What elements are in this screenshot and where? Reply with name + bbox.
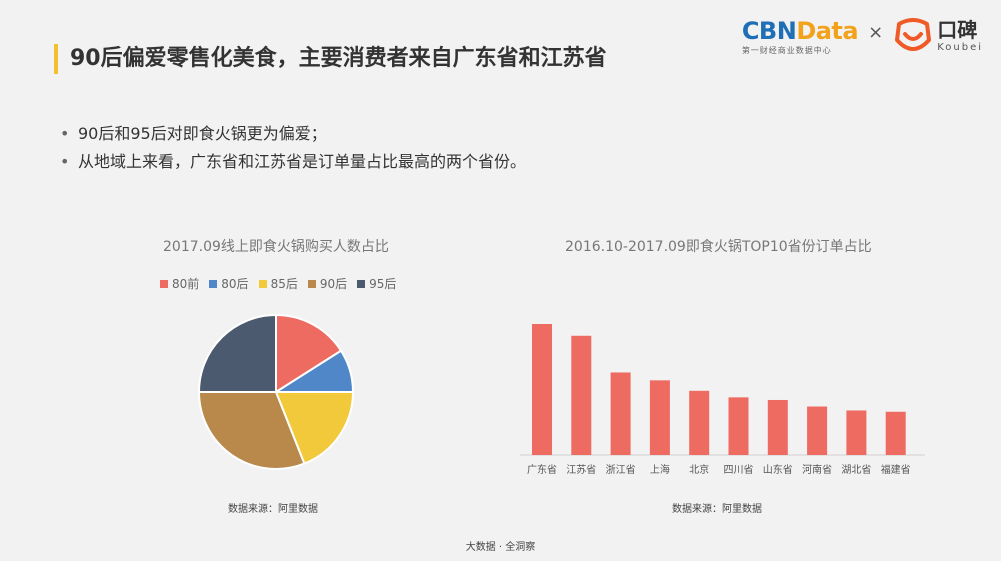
legend-item: 90后 bbox=[307, 275, 348, 292]
legend-label: 85后 bbox=[270, 277, 298, 291]
footer-text: 大数据 · 全洞察 bbox=[465, 542, 536, 553]
x-tick-label: 浙江省 bbox=[606, 463, 636, 476]
legend-swatch bbox=[357, 279, 366, 288]
cbndata-logo: CBNData 第一财经商业数据中心 bbox=[741, 17, 859, 56]
bullet-list: • 90后和95后对即食火锅更为偏爱； • 从地域上来看，广东省和江苏省是订单量占比… bbox=[60, 120, 526, 176]
legend-swatch bbox=[209, 279, 218, 288]
legend-item: 85后 bbox=[258, 275, 298, 292]
legend-swatch bbox=[258, 279, 267, 288]
pie-source: 数据来源：阿里数据 bbox=[228, 504, 318, 515]
bar-上海 bbox=[649, 380, 670, 455]
bar-四川省 bbox=[728, 397, 749, 455]
x-tick-label: 山东省 bbox=[763, 463, 793, 476]
data-logo-text: Data bbox=[796, 17, 859, 45]
bullet-text: 90后和95后对即食火锅更为偏爱； bbox=[78, 124, 327, 143]
legend-item: 80前 bbox=[160, 275, 199, 292]
bar-河南省 bbox=[807, 406, 828, 455]
legend-item: 80后 bbox=[209, 275, 249, 292]
x-tick-label: 北京 bbox=[689, 463, 709, 476]
legend-swatch bbox=[307, 279, 316, 288]
bar-浙江省 bbox=[610, 372, 631, 455]
bar-湖北省 bbox=[846, 410, 867, 455]
x-tick-label: 江苏省 bbox=[566, 463, 596, 476]
pie-slice-95后 bbox=[197, 313, 277, 393]
koubei-logo-cn: 口碑 bbox=[937, 18, 978, 42]
pie-chart bbox=[197, 313, 355, 470]
legend-item: 95后 bbox=[357, 275, 396, 292]
bar-北京 bbox=[689, 390, 710, 455]
koubei-logo: 口碑 Koubei bbox=[893, 18, 983, 53]
x-tick-label: 河南省 bbox=[802, 463, 832, 476]
page-title: 90后偏爱零售化美食，主要消费者来自广东省和江苏省 bbox=[70, 46, 607, 71]
logo-group: CBNData 第一财经商业数据中心 × 口碑 Koubei bbox=[742, 18, 983, 56]
bar-chart: 广东省 江苏省 浙江省 上海 北京 四川省 山东省 河南省 湖北省 福建省 bbox=[520, 324, 925, 476]
x-tick-label: 湖北省 bbox=[841, 463, 871, 476]
pie-legend: 80前 80后 85后 90后 95后 bbox=[160, 275, 406, 292]
pie-slice-80前 bbox=[275, 313, 343, 394]
koubei-logo-en: Koubei bbox=[937, 42, 983, 53]
pie-slice-85后 bbox=[274, 391, 355, 465]
bullet-marker: • bbox=[60, 124, 70, 143]
cbn-logo-text: CBN bbox=[741, 17, 797, 45]
bar-江苏省 bbox=[571, 335, 592, 455]
cbndata-subtitle: 第一财经商业数据中心 bbox=[741, 46, 832, 55]
bullet-text: 从地域上来看，广东省和江苏省是订单量占比最高的两个省份。 bbox=[78, 152, 527, 171]
legend-label: 80后 bbox=[221, 277, 249, 291]
x-tick-label: 上海 bbox=[650, 463, 670, 476]
bar-山东省 bbox=[767, 399, 788, 455]
bullet-item: • 从地域上来看，广东省和江苏省是订单量占比最高的两个省份。 bbox=[60, 148, 526, 176]
x-tick-label: 广东省 bbox=[527, 463, 557, 476]
bar-source: 数据来源：阿里数据 bbox=[672, 504, 762, 515]
times-sign: × bbox=[868, 22, 884, 43]
legend-swatch bbox=[160, 279, 168, 288]
bar-福建省 bbox=[885, 411, 906, 455]
koubei-smile-icon bbox=[895, 18, 932, 51]
title-accent-bar bbox=[54, 44, 58, 74]
x-tick-label: 福建省 bbox=[881, 463, 911, 476]
bar-chart-title: 2016.10-2017.09即食火锅TOP10省份订单占比 bbox=[565, 239, 872, 255]
legend-label: 95后 bbox=[369, 277, 397, 291]
bullet-item: • 90后和95后对即食火锅更为偏爱； bbox=[60, 120, 526, 148]
x-tick-label: 四川省 bbox=[724, 463, 754, 476]
legend-label: 90后 bbox=[319, 277, 348, 291]
pie-chart-title: 2017.09线上即食火锅购买人数占比 bbox=[163, 239, 389, 255]
bar-广东省 bbox=[532, 324, 552, 455]
bullet-marker: • bbox=[60, 152, 70, 171]
pie-slice-90后 bbox=[197, 391, 306, 470]
legend-label: 80前 bbox=[172, 277, 200, 291]
